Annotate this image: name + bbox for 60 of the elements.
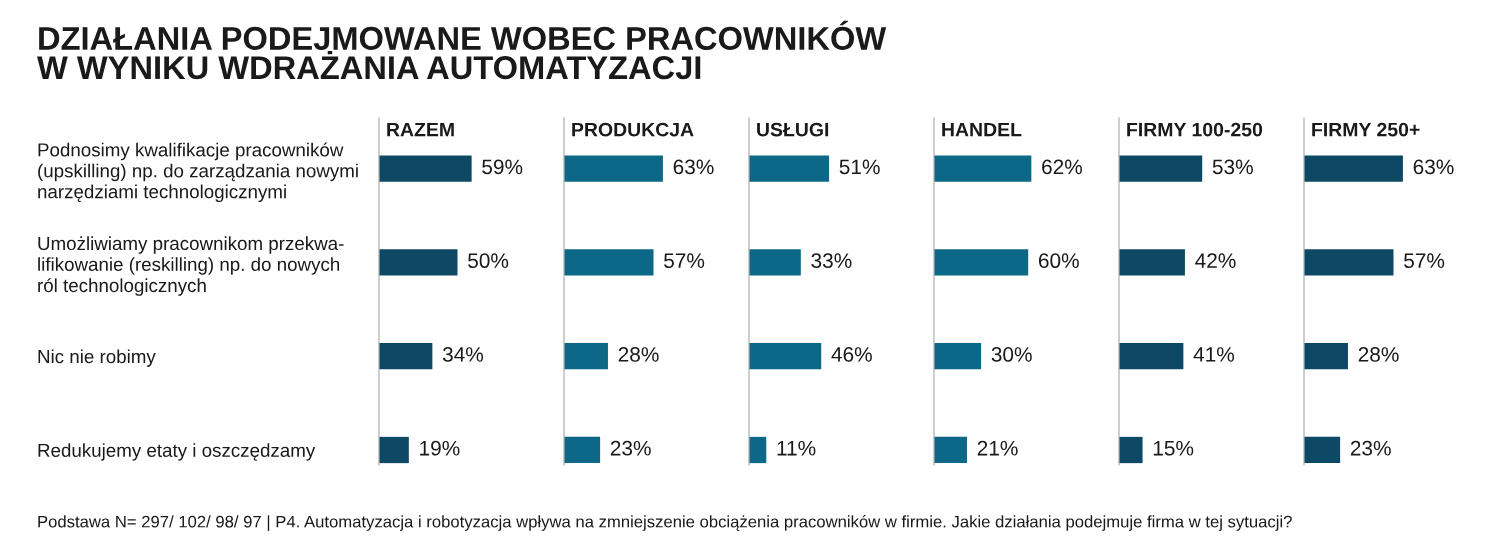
y-tick-label: Nic nie robimy (38, 349, 156, 367)
chart-title: HANDEL (942, 122, 1022, 137)
bar (379, 436, 409, 464)
data-label: 57% (1404, 253, 1445, 269)
bar (934, 436, 967, 464)
data-label: 42% (1195, 253, 1236, 268)
y-tick-label: Redukujemy etaty i oszczędzamy (38, 443, 316, 461)
bar (749, 343, 822, 370)
chart-title: FIRMY 100-250 (1127, 122, 1263, 137)
data-label: 30% (991, 347, 1032, 362)
bar (379, 155, 472, 182)
data-label: 15% (1153, 440, 1194, 456)
text: Podstawa N= 297/ 102/ 98/ 97 | P4. Automatyzacja i robotyzacja wpływa na zmniejszenie obciążenia pracowników w firmie. Jakie działania podejmuje firma w tej sytuacji? (38, 515, 1292, 531)
data-label: 59% (482, 159, 523, 175)
data-label: 50% (468, 253, 509, 269)
data-label: 33% (811, 253, 852, 269)
y-tick-label: Umożliwiamy pracownikom przekwa- lifikowanie (reskilling) np. do nowych ról technologicznych (38, 236, 344, 296)
chart-title: RAZEM (387, 122, 454, 137)
bar (1304, 436, 1341, 464)
data-label: 62% (1042, 159, 1083, 175)
bar (1304, 249, 1394, 276)
y-tick-label: Podnosimy kwalifikacje pracowników (upskilling) np. do zarządzania nowymi narzędziami technologicznymi (38, 142, 358, 203)
bar (564, 436, 601, 464)
data-label: 28% (1358, 347, 1399, 362)
data-label: 63% (1413, 159, 1454, 175)
data-label: 19% (420, 440, 460, 456)
data-label: 60% (1038, 253, 1079, 269)
data-label: 41% (1193, 347, 1235, 362)
text: DZIAŁANIA PODEJMOWANE WOBEC PRACOWNIKÓW W WYNIKU WDRAŻANIA AUTOMATYZACJI (37, 20, 887, 80)
bar (1304, 155, 1403, 182)
bar (749, 436, 767, 464)
data-label: 21% (977, 440, 1018, 456)
data-label: 23% (610, 440, 651, 456)
bar (749, 155, 830, 182)
data-label: 51% (839, 159, 880, 175)
bar (379, 343, 433, 370)
bar (1119, 436, 1143, 464)
bar (934, 249, 1029, 276)
bar (1119, 249, 1185, 276)
bar (379, 249, 458, 276)
bar (564, 343, 608, 370)
data-label: 23% (1350, 440, 1391, 456)
data-label: 63% (673, 159, 714, 175)
chart-title: USŁUGI (757, 122, 829, 137)
bar (934, 155, 1032, 182)
data-label: 46% (831, 347, 872, 362)
data-label: 11% (777, 440, 816, 456)
chart-title: FIRMY 250+ (1312, 122, 1420, 137)
data-label: 57% (664, 253, 705, 269)
data-label: 34% (442, 347, 484, 362)
bar (1119, 155, 1203, 182)
bar (564, 249, 654, 276)
data-label: 28% (618, 347, 659, 362)
bar (1304, 343, 1348, 370)
bar (564, 155, 663, 182)
bar (749, 249, 801, 276)
chart-title: PRODUKCJA (572, 122, 694, 137)
bar (1119, 343, 1184, 370)
bar (934, 343, 982, 370)
data-label: 53% (1212, 159, 1253, 175)
